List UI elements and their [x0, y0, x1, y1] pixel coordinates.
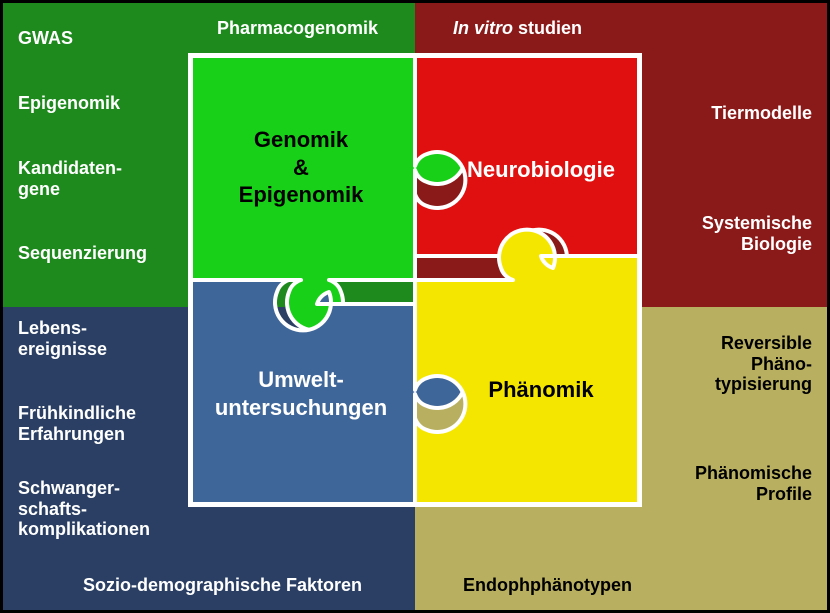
bl-bottom-label: Sozio-demographische Faktoren — [83, 575, 362, 596]
tl-item-1: Epigenomik — [18, 93, 120, 114]
tr-top-label: In vitro studien — [453, 18, 582, 39]
tl-item-3: Sequenzierung — [18, 243, 147, 264]
puzzle-piece-br — [415, 230, 639, 504]
puzzle-container: Genomik & Epigenomik Neurobiologie Umwel… — [188, 53, 642, 507]
tl-top-label: Pharmacogenomik — [217, 18, 378, 39]
tl-item-2: Kandidaten- gene — [18, 158, 122, 199]
bl-item-0: Lebens- ereignisse — [18, 318, 107, 359]
br-bottom-label: Endophphänotypen — [463, 575, 632, 596]
diagram-frame: Pharmacogenomik GWAS Epigenomik Kandidat… — [0, 0, 830, 613]
br-item-1: Phänomische Profile — [695, 463, 812, 504]
tr-top-italic: In vitro — [453, 18, 513, 38]
tl-item-0: GWAS — [18, 28, 73, 49]
bl-item-2: Schwanger- schafts- komplikationen — [18, 478, 150, 540]
br-item-0: Reversible Phäno- typisierung — [715, 333, 812, 395]
tr-item-0: Tiermodelle — [711, 103, 812, 124]
puzzle-svg — [191, 56, 639, 504]
tr-top-rest: studien — [513, 18, 582, 38]
tr-item-1: Systemische Biologie — [702, 213, 812, 254]
bl-item-1: Frühkindliche Erfahrungen — [18, 403, 136, 444]
